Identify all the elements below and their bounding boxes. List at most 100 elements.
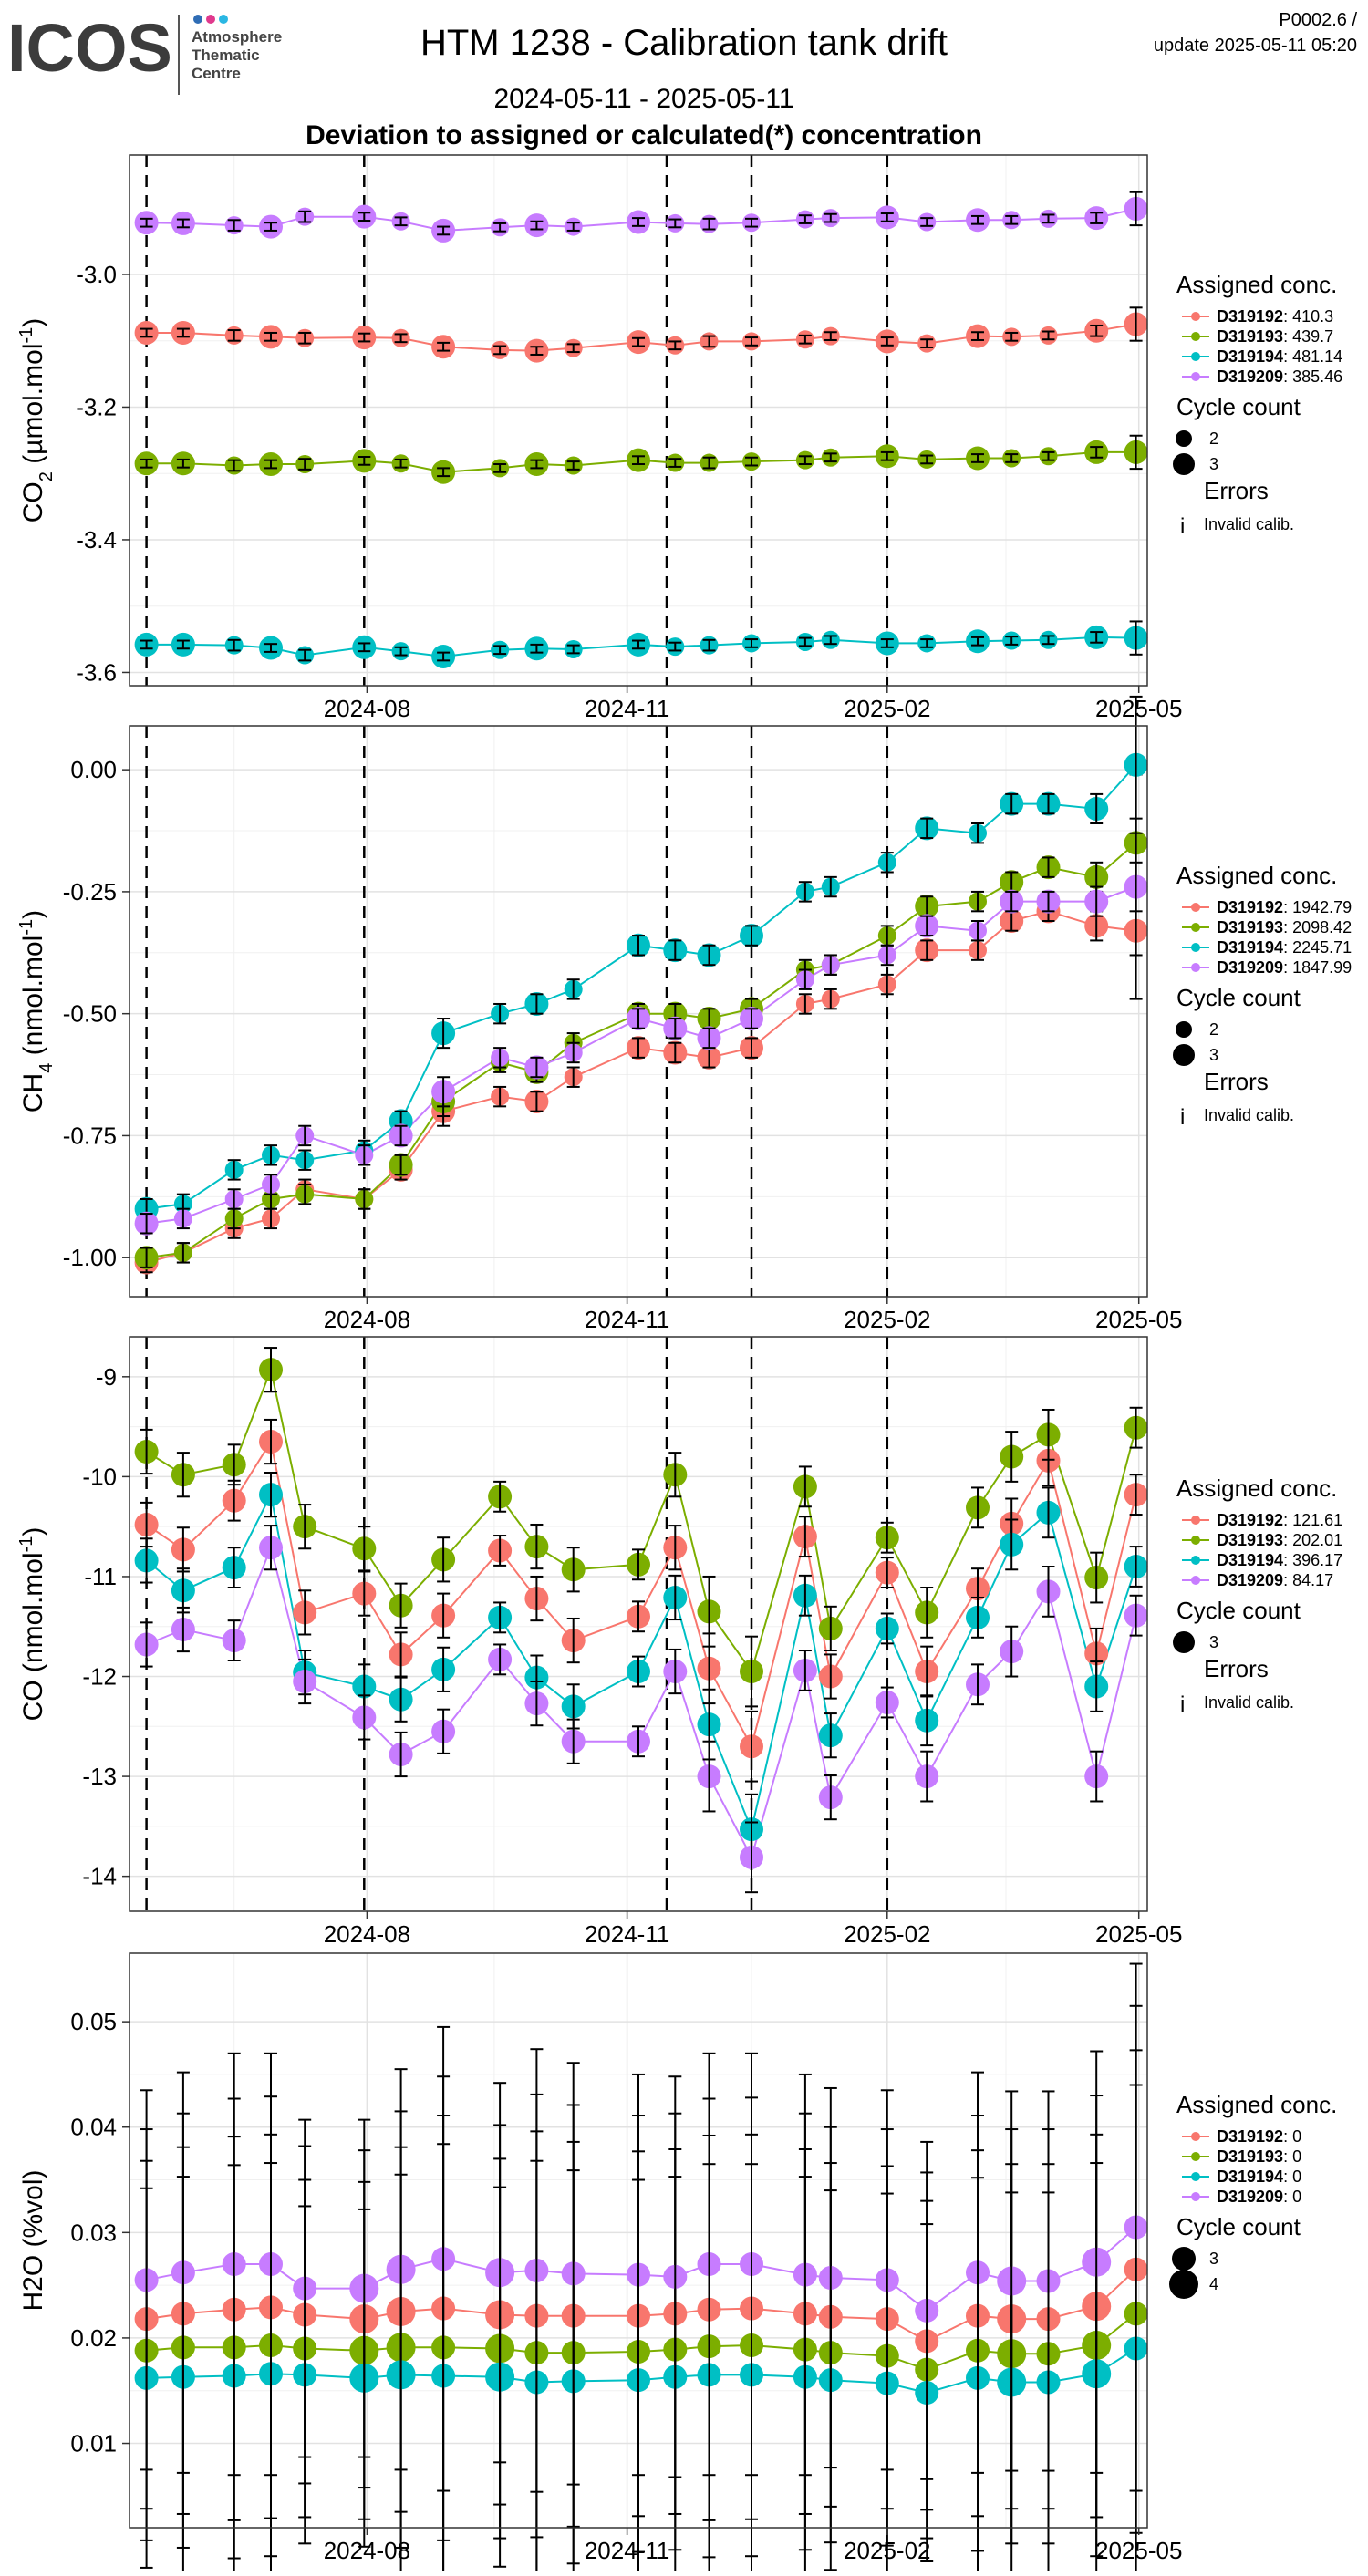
- y-tick-label: -3.4: [76, 526, 117, 553]
- legend-errors-title: Errors: [1204, 1068, 1269, 1095]
- legend-entry: D319193: 439.7: [1217, 327, 1333, 346]
- y-tick-label: -3.6: [76, 658, 117, 686]
- legend-key-dot: [1191, 1516, 1200, 1525]
- legend-size-label: 2: [1209, 1020, 1218, 1039]
- legend-key-dot: [1191, 2132, 1200, 2141]
- legend-entry: D319209: 0: [1217, 2188, 1301, 2206]
- legend-errors-key: i: [1180, 1692, 1185, 1717]
- chart-subtitle: 2024-05-11 - 2025-05-11: [493, 84, 793, 114]
- panel-border: [129, 725, 1148, 1298]
- x-tick-label: 2025-05: [1095, 1306, 1182, 1333]
- legend-key-dot: [1191, 943, 1200, 952]
- y-tick-label: -9: [96, 1363, 117, 1391]
- legend-entry: D319194: 0: [1217, 2167, 1301, 2186]
- y-tick-label: -14: [82, 1863, 117, 1890]
- legend-size-key: [1169, 2270, 1198, 2299]
- y-axis-label: H2O (%vol): [18, 2169, 48, 2311]
- x-tick-label: 2025-05: [1095, 2537, 1182, 2564]
- y-tick-label: -0.25: [63, 878, 117, 905]
- legend-size-label: 3: [1209, 1633, 1218, 1651]
- legend-size-key: [1173, 1631, 1195, 1653]
- y-tick-label: -12: [82, 1663, 117, 1691]
- logo-text: ICOS: [7, 10, 172, 86]
- x-tick-label: 2024-08: [324, 1920, 410, 1948]
- y-tick-label: 0.01: [70, 2430, 117, 2457]
- legend-key-dot: [1191, 372, 1200, 381]
- y-tick-label: -10: [82, 1463, 117, 1490]
- legend-entry: D319209: 1847.99: [1217, 958, 1352, 977]
- y-tick-label: -1.00: [63, 1244, 117, 1271]
- legend-errors-key: i: [1180, 514, 1185, 539]
- legend-errors-label: Invalid calib.: [1204, 1693, 1294, 1712]
- series-line-D319194: [145, 1492, 1137, 1833]
- legend-entry: D319193: 0: [1217, 2147, 1301, 2166]
- plot-area: [130, 155, 1147, 686]
- icos-logo: ICOS Atmosphere Thematic Centre: [7, 10, 282, 95]
- legend-size-label: 3: [1209, 455, 1218, 473]
- report-code: P0002.6 /: [1279, 10, 1357, 30]
- x-tick-label: 2024-08: [324, 1306, 410, 1333]
- x-tick-label: 2025-02: [844, 695, 930, 722]
- legend-entry: D319193: 202.01: [1217, 1531, 1342, 1549]
- legend-errors-label: Invalid calib.: [1204, 1106, 1294, 1124]
- legend-entry: D319193: 2098.42: [1217, 918, 1352, 936]
- legend-errors-key: i: [1180, 1105, 1185, 1130]
- update-stamp: update 2025-05-11 05:20: [1154, 36, 1357, 56]
- logo-dot-pink: [206, 15, 215, 24]
- legend-size-key: [1172, 2247, 1196, 2271]
- legend-key-dot: [1191, 903, 1200, 912]
- legend-entry: D319209: 385.46: [1217, 367, 1342, 386]
- y-tick-label: 0.04: [70, 2114, 117, 2141]
- legend-size-label: 3: [1209, 1046, 1218, 1064]
- panel-co: -9 -10 -11 -12 -13 -14 2024-08 2024-11 2025-02 20…: [16, 1336, 1342, 1948]
- legend-size-key: [1176, 430, 1192, 447]
- legend-size-label: 2: [1209, 429, 1218, 448]
- legend-title: Assigned conc.: [1176, 2091, 1337, 2118]
- logo-dot-blue: [193, 15, 202, 24]
- y-tick-label: -0.50: [63, 1000, 117, 1028]
- legend-entry: D319194: 481.14: [1217, 347, 1342, 366]
- legend-entry: D319194: 396.17: [1217, 1551, 1342, 1569]
- legend-cycle-title: Cycle count: [1176, 393, 1301, 420]
- legend-entry: D319192: 1942.79: [1217, 898, 1352, 916]
- legend-cycle-title: Cycle count: [1176, 984, 1301, 1011]
- chart-title: HTM 1238 - Calibration tank drift: [420, 23, 948, 63]
- x-tick-label: 2024-11: [585, 1920, 670, 1948]
- panel-co2: -3.0 -3.2 -3.4 -3.6 2024-08 2024-11 2025-02 202…: [16, 154, 1342, 722]
- legend-key-dot: [1191, 2152, 1200, 2161]
- legend-title: Assigned conc.: [1176, 271, 1337, 298]
- x-tick-label: 2025-05: [1095, 695, 1182, 722]
- x-tick-label: 2025-02: [844, 2537, 930, 2564]
- y-tick-label: -11: [84, 1563, 117, 1590]
- x-tick-label: 2025-02: [844, 1306, 930, 1333]
- legend-size-label: 4: [1209, 2275, 1218, 2293]
- series-line-D319192: [146, 1439, 1137, 1749]
- legend-size-key: [1176, 1021, 1192, 1038]
- legend-key-dot: [1191, 2172, 1200, 2181]
- legend-key-dot: [1191, 332, 1200, 341]
- logo-sub-3: Centre: [192, 65, 241, 82]
- y-axis-label: CH4 (nmol.mol-1): [16, 910, 57, 1112]
- y-tick-label: -0.75: [63, 1122, 117, 1149]
- legend-entry: D319192: 0: [1217, 2127, 1301, 2146]
- x-tick-label: 2024-08: [324, 2537, 410, 2564]
- y-tick-label: 0.03: [70, 2219, 117, 2246]
- logo-dot-cyan: [219, 15, 228, 24]
- legend-cycle-title: Cycle count: [1176, 2213, 1301, 2240]
- y-tick-label: 0.02: [70, 2324, 117, 2352]
- legend-errors-label: Invalid calib.: [1204, 515, 1294, 533]
- legend-title: Assigned conc.: [1176, 1474, 1337, 1502]
- legend-key-dot: [1191, 1576, 1200, 1585]
- panels: -3.0 -3.2 -3.4 -3.6 2024-08 2024-11 2025-02 202…: [16, 154, 1352, 2576]
- legend-key-dot: [1191, 2192, 1200, 2201]
- legend-key-dot: [1191, 1536, 1200, 1545]
- legend-errors-title: Errors: [1204, 477, 1269, 504]
- panel-border: [129, 1952, 1148, 2529]
- y-tick-label: -3.2: [76, 393, 117, 420]
- legend-key-dot: [1191, 923, 1200, 932]
- legend-key-dot: [1191, 963, 1200, 972]
- x-tick-label: 2025-02: [844, 1920, 930, 1948]
- legend-key-dot: [1191, 1556, 1200, 1565]
